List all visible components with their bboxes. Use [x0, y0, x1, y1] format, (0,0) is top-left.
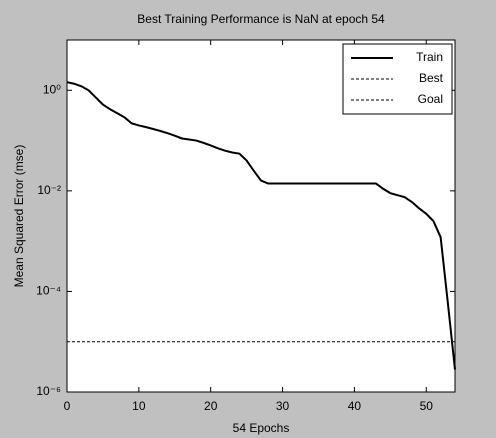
x-tick-label: 10 — [132, 399, 146, 413]
y-axis-label: Mean Squared Error (mse) — [12, 145, 26, 288]
train-line — [66, 81, 456, 370]
y-tick-label: 10⁻² — [37, 183, 61, 197]
x-tick-label: 40 — [348, 399, 362, 413]
x-tick-label: 50 — [420, 399, 434, 413]
y-tick-label: 10⁻⁶ — [36, 384, 61, 398]
y-tick-label: 10⁰ — [43, 82, 61, 96]
x-axis-label: 54 Epochs — [233, 421, 290, 435]
x-tick-label: 20 — [204, 399, 218, 413]
y-tick-label: 10⁻⁴ — [36, 284, 61, 298]
x-tick-label: 30 — [276, 399, 290, 413]
legend-label: Goal — [418, 92, 443, 106]
x-tick-label: 0 — [64, 399, 71, 413]
legend-label: Train — [416, 50, 443, 64]
chart-title: Best Training Performance is NaN at epoc… — [137, 12, 385, 26]
legend-label: Best — [419, 71, 444, 85]
